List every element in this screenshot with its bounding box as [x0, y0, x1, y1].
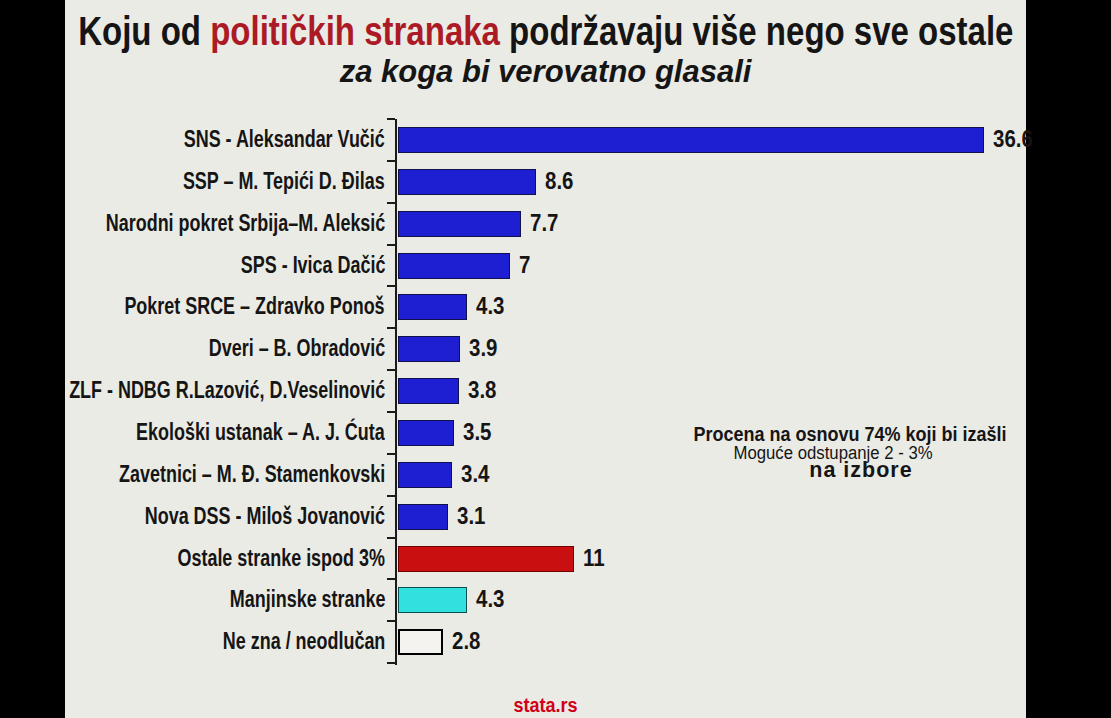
value-label: 3.4	[461, 454, 489, 496]
page-title: Koju od političkih stranaka podržavaju v…	[78, 8, 1013, 54]
axis-tick	[387, 202, 395, 204]
y-axis-line	[395, 119, 397, 665]
bar	[398, 211, 521, 237]
axis-tick	[387, 244, 395, 246]
value-label: 3.1	[457, 496, 485, 538]
title-suffix: podržavaju više nego sve ostale	[500, 9, 1014, 53]
slide: Koju od političkih stranaka podržavaju v…	[65, 0, 1026, 718]
axis-tick	[387, 369, 395, 371]
category-label: Zavetnici – M. Đ. Stamenkovski	[119, 454, 385, 496]
category-label: Narodni pokret Srbija–M. Aleksić	[106, 203, 385, 245]
axis-tick	[387, 327, 395, 329]
axis-tick	[387, 285, 395, 287]
title-prefix: Koju od	[78, 9, 210, 53]
category-label: ZLF - NDBG R.Lazović, D.Veselinović	[69, 370, 385, 412]
category-label: Pokret SRCE – Zdravko Ponoš	[125, 286, 385, 328]
value-label: 3.9	[469, 328, 497, 370]
category-label: Ekološki ustanak – A. J. Ćuta	[136, 412, 385, 454]
category-label: SPS - Ivica Dačić	[240, 245, 385, 287]
value-label: 8.6	[545, 161, 573, 203]
bar-chart: SNS - Aleksandar Vučić36.6SSP – M. Tepić…	[65, 119, 1026, 679]
value-label: 36.6	[993, 119, 1033, 161]
annotation-block: Procena na osnovu 74% koji bi izašli Mog…	[605, 424, 1095, 477]
value-label: 11	[583, 538, 605, 580]
bar	[398, 378, 459, 404]
category-label: Ostale stranke ispod 3%	[178, 538, 385, 580]
bar	[398, 462, 452, 488]
category-label: Nova DSS - Miloš Jovanović	[145, 496, 385, 538]
value-label: 7	[519, 245, 530, 287]
category-label: Ne zna / neodlučan	[223, 621, 385, 663]
axis-tick	[387, 578, 395, 580]
page-subtitle: za koga bi verovatno glasali	[340, 53, 752, 90]
bar	[398, 294, 467, 320]
value-label: 4.3	[476, 579, 504, 621]
bar	[398, 420, 454, 446]
bar	[398, 253, 510, 279]
value-label: 7.7	[530, 203, 558, 245]
category-label: Dveri – B. Obradović	[209, 328, 385, 370]
axis-tick	[387, 453, 395, 455]
axis-tick	[387, 537, 395, 539]
bar	[398, 629, 443, 655]
axis-tick	[387, 495, 395, 497]
bar	[398, 127, 984, 153]
axis-tick	[387, 118, 395, 120]
category-label: SSP – M. Tepići D. Đilas	[183, 161, 385, 203]
bar	[398, 336, 460, 362]
value-label: 2.8	[452, 621, 480, 663]
title-highlight: političkih stranaka	[210, 9, 500, 53]
axis-tick	[387, 160, 395, 162]
bar	[398, 504, 448, 530]
annotation-line1: Procena na osnovu 74% koji bi izašli	[693, 424, 1006, 444]
value-label: 3.8	[468, 370, 496, 412]
axis-tick	[387, 662, 395, 664]
axis-tick	[387, 620, 395, 622]
axis-tick	[387, 411, 395, 413]
source-watermark: stata.rs	[513, 694, 577, 717]
category-label: Manjinske stranke	[229, 579, 385, 621]
bar	[398, 169, 536, 195]
bar	[398, 587, 467, 613]
value-label: 3.5	[463, 412, 491, 454]
value-label: 4.3	[476, 286, 504, 328]
bar	[398, 546, 574, 572]
category-label: SNS - Aleksandar Vučić	[184, 119, 385, 161]
annotation-line3: na izbore	[809, 458, 912, 482]
